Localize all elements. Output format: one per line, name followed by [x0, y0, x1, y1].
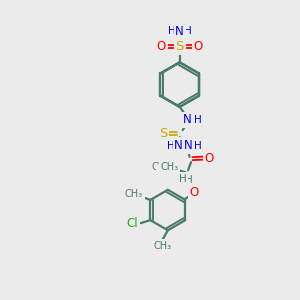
Text: H: H	[167, 26, 175, 36]
Text: H: H	[194, 140, 201, 151]
Text: O: O	[194, 40, 203, 53]
Text: N: N	[183, 113, 192, 126]
Text: CH₃: CH₃	[160, 162, 178, 172]
Text: CH: CH	[152, 162, 166, 172]
Text: O: O	[189, 186, 199, 199]
Text: CH₃: CH₃	[125, 189, 143, 199]
Text: H: H	[194, 115, 201, 125]
Text: O: O	[157, 40, 166, 53]
Text: N: N	[174, 139, 183, 152]
Text: H: H	[179, 174, 187, 184]
Text: S: S	[176, 40, 184, 53]
Text: CH₃: CH₃	[153, 241, 172, 251]
Text: S: S	[159, 127, 168, 140]
Text: ₃: ₃	[158, 166, 166, 175]
Text: N: N	[184, 139, 193, 152]
Text: H: H	[184, 26, 192, 36]
Text: N: N	[175, 25, 184, 38]
Text: H: H	[185, 175, 193, 185]
Text: H: H	[167, 140, 175, 151]
Text: O: O	[205, 152, 214, 164]
Text: Cl: Cl	[127, 217, 138, 230]
